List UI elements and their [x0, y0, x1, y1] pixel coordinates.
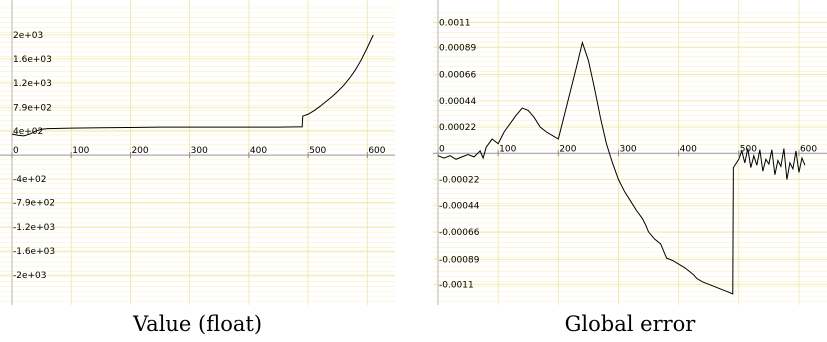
y-tick-label: -0.00022	[439, 176, 479, 186]
y-tick-label: -1.6e+03	[13, 247, 55, 257]
x-tick-label: 600	[368, 146, 385, 156]
y-tick-label: -4e+02	[13, 175, 47, 185]
y-tick-label: 7.9e+02	[13, 104, 52, 114]
x-tick-label: 200	[559, 144, 576, 154]
x-tick-label: 600	[800, 144, 817, 154]
y-tick-label: 1.6e+03	[13, 55, 52, 65]
value-float-chart-panel: 0 100 200 300 400 500 600 2e+03 1.6e+03 1.2e+03 7.…	[0, 0, 395, 305]
y-tick-label: 0.00044	[439, 97, 476, 107]
y-tick-label: -0.00044	[439, 202, 480, 212]
y-tick-label: -0.00089	[439, 255, 480, 265]
y-tick-label: -7.9e+02	[13, 199, 55, 209]
global-error-chart-panel: 0 100 200 300 400 500 600 0.0011 0.00089 0.00066 0…	[433, 0, 827, 305]
grid	[433, 0, 827, 305]
y-tick-label: 4e+02	[13, 127, 43, 137]
y-tick-label: -0.00066	[439, 228, 480, 238]
x-tick-label: 400	[250, 146, 267, 156]
y-tick-label: -2e+03	[13, 271, 47, 281]
x-tick-label: 200	[131, 146, 148, 156]
x-tick-label: 0	[439, 144, 445, 154]
x-tick-label: 500	[309, 146, 326, 156]
y-tick-label: -0.0011	[439, 280, 474, 290]
global-error-chart: 0 100 200 300 400 500 600 0.0011 0.00089 0.00066 0…	[433, 0, 827, 305]
x-tick-label: 100	[499, 144, 516, 154]
y-tick-label: 0.00022	[439, 123, 476, 133]
series-line	[11, 34, 374, 137]
y-tick-label: 2e+03	[13, 31, 43, 41]
x-tick-label: 300	[191, 146, 208, 156]
x-tick-label: 300	[619, 144, 636, 154]
x-tick-label: 0	[13, 146, 19, 156]
y-tick-label: -1.2e+03	[13, 223, 55, 233]
value-float-caption: Value (float)	[132, 312, 263, 336]
series-line	[437, 40, 806, 295]
y-tick-label: 0.0011	[439, 18, 471, 28]
x-tick-label: 100	[72, 146, 89, 156]
y-tick-label: 1.2e+03	[13, 79, 52, 89]
x-tick-label: 400	[680, 144, 697, 154]
y-tick-label: 0.00089	[439, 43, 476, 53]
y-tick-label: 0.00066	[439, 71, 476, 81]
global-error-caption: Global error	[564, 312, 696, 336]
value-float-chart: 0 100 200 300 400 500 600 2e+03 1.6e+03 1.2e+03 7.…	[0, 0, 395, 305]
x-tick-label: 500	[740, 144, 757, 154]
